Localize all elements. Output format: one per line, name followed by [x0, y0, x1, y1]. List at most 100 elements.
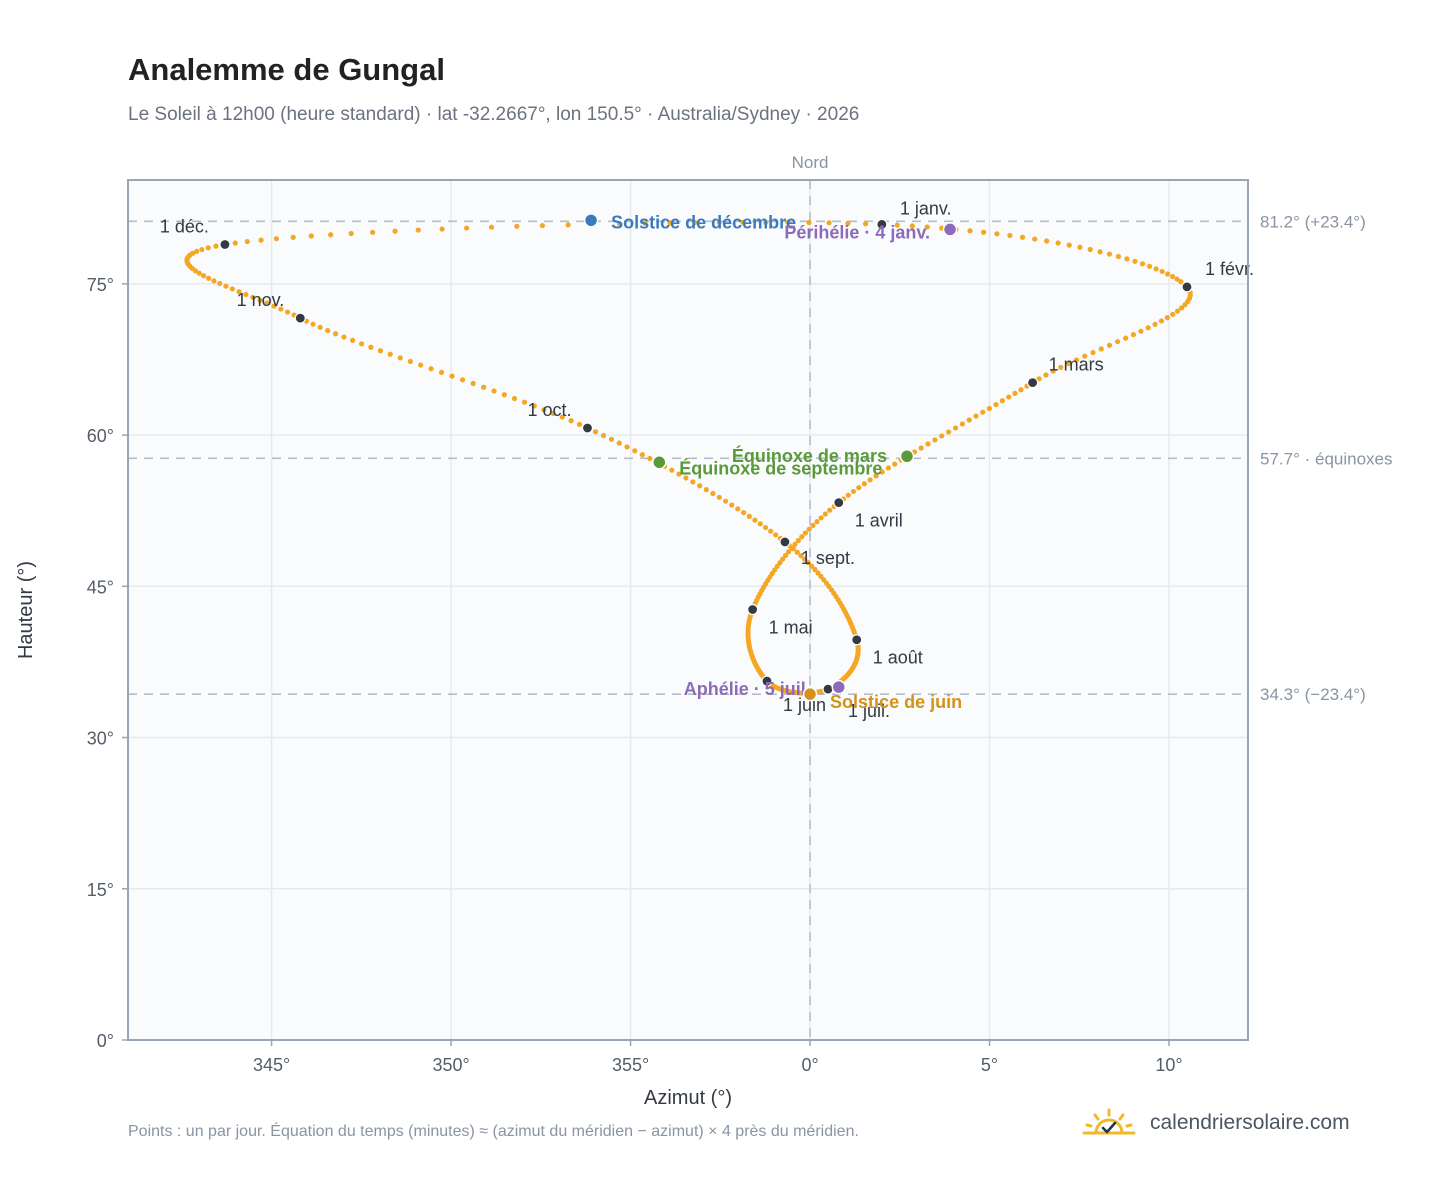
daily-dot: [1090, 349, 1096, 356]
daily-dot: [939, 433, 945, 439]
daily-dot: [341, 334, 347, 340]
daily-dot: [600, 432, 607, 439]
daily-dot: [1146, 263, 1153, 269]
reference-lines: 81.2° (+23.4°) 57.7° · équinoxes 34.3° (−2…: [128, 180, 1393, 1040]
daily-dot: [932, 437, 938, 443]
daily-dot: [243, 291, 249, 298]
daily-dot: [925, 441, 931, 447]
daily-dot: [1170, 273, 1176, 280]
y-tick-label: 0°: [97, 1031, 114, 1051]
daily-dot: [205, 245, 211, 251]
daily-dot: [370, 229, 376, 235]
daily-dot: [387, 351, 393, 357]
daily-dot: [407, 358, 413, 365]
reference-line-label: 34.3° (−23.4°): [1260, 685, 1366, 704]
daily-dot: [459, 377, 466, 383]
daily-dot: [1006, 394, 1012, 400]
daily-dot: [863, 221, 869, 227]
daily-dot: [244, 238, 250, 245]
daily-dot: [821, 577, 827, 583]
daily-dot: [213, 243, 219, 249]
event-marker: [652, 455, 667, 470]
daily-dot: [308, 233, 314, 239]
daily-dot: [812, 566, 818, 573]
daily-dot: [568, 418, 574, 424]
daily-dot: [772, 532, 779, 538]
daily-dot: [1174, 308, 1181, 314]
daily-dot: [1138, 328, 1144, 334]
daily-dot: [1170, 311, 1176, 317]
daily-dot: [1044, 238, 1050, 244]
daily-dot: [741, 510, 747, 516]
daily-dot: [1018, 387, 1024, 393]
month-marker: [1027, 377, 1039, 389]
daily-dot: [1019, 234, 1026, 240]
daily-dot: [190, 250, 196, 256]
daily-dot: [924, 224, 930, 230]
daily-dot: [774, 563, 780, 569]
daily-dot: [232, 240, 238, 246]
month-marker: [833, 497, 845, 509]
daily-dot: [845, 492, 851, 498]
daily-dot: [810, 522, 816, 529]
y-tick-label: 75°: [87, 275, 114, 295]
daily-dot: [735, 506, 741, 512]
daily-dot: [541, 407, 547, 413]
daily-dot: [418, 362, 424, 368]
daily-dot: [463, 225, 470, 231]
daily-dot: [258, 237, 264, 243]
brand-logo[interactable]: calendriersolaire.com: [1082, 1103, 1350, 1143]
daily-dot: [1158, 318, 1165, 324]
daily-dot: [861, 481, 867, 487]
daily-dot: [885, 465, 891, 471]
daily-dot: [1066, 242, 1072, 248]
x-axis-ticks: 345° 350° 355° 0° 5° 10°: [253, 1040, 1183, 1075]
daily-dot: [1007, 232, 1013, 239]
event-marker: [899, 448, 915, 464]
event-marker: [942, 222, 958, 237]
month-marker: [294, 312, 306, 324]
month-label: 1 janv.: [900, 198, 952, 218]
month-marker: [761, 675, 773, 687]
daily-dot: [511, 395, 518, 402]
daily-dot: [1179, 305, 1185, 311]
daily-dot: [981, 229, 987, 235]
daily-dot: [1123, 335, 1129, 341]
daily-dot: [332, 331, 339, 337]
x-tick-label: 355°: [612, 1055, 649, 1075]
daily-dot: [802, 556, 808, 562]
daily-dot: [521, 399, 528, 405]
daily-dot: [850, 488, 857, 495]
daily-dot: [762, 524, 769, 531]
daily-dot: [802, 530, 809, 536]
event-label: Équinoxe de septembre: [679, 457, 882, 478]
daily-dot: [576, 421, 583, 427]
month-marker: [219, 238, 231, 251]
month-label: 1 déc.: [160, 217, 209, 237]
daily-dot: [481, 384, 487, 390]
brand-name[interactable]: calendriersolaire.com: [1150, 1111, 1350, 1134]
daily-dot: [1043, 372, 1049, 378]
event-label: Solstice de décembre: [611, 212, 796, 232]
daily-dot: [873, 473, 879, 479]
daily-dot: [428, 366, 434, 372]
daily-dot: [690, 479, 696, 485]
daily-dot: [993, 401, 999, 408]
daily-dot: [818, 515, 824, 521]
chart-title: Analemme de Gungal: [128, 52, 445, 87]
daily-dot: [194, 248, 200, 254]
daily-dot: [642, 220, 648, 226]
reference-line-label: 57.7° · équinoxes: [1260, 449, 1393, 468]
daily-dot: [616, 221, 623, 227]
daily-dot: [795, 537, 801, 544]
daily-dot: [1115, 253, 1122, 260]
event-marker: [802, 686, 818, 702]
daily-dot: [777, 560, 783, 566]
y-axis-label: Hauteur (°): [15, 561, 37, 659]
daily-dot: [392, 228, 398, 234]
daily-dot: [826, 220, 832, 226]
daily-dot: [514, 223, 520, 229]
daily-dot: [1073, 357, 1080, 363]
daily-dot: [805, 560, 811, 566]
daily-dot: [809, 563, 815, 569]
